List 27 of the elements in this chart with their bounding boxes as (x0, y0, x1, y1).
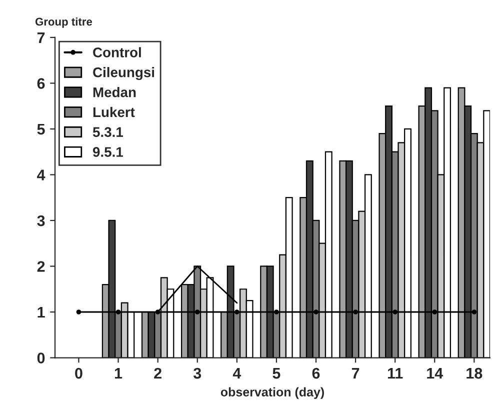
y-axis-title: Group titre (35, 17, 92, 28)
x-tick-label: 7 (352, 368, 360, 379)
legend-label: 9.5.1 (92, 147, 124, 157)
y-tick-label: 6 (37, 78, 45, 89)
x-tick-label: 14 (427, 368, 444, 379)
y-tick-label: 1 (38, 307, 45, 318)
x-tick-label: 1 (114, 368, 122, 379)
x-tick-label: 5 (272, 368, 280, 379)
y-tick-label: 5 (37, 124, 45, 135)
x-tick-label: 2 (154, 368, 162, 379)
legend-label: Lukert (93, 106, 135, 118)
y-tick-label: 3 (37, 215, 45, 226)
y-tick-label: 4 (37, 170, 46, 180)
x-tick-label: 3 (193, 368, 202, 379)
x-tick-label: 0 (75, 368, 82, 379)
legend-label: Cileungsi (93, 67, 154, 80)
y-tick-label: 7 (37, 32, 45, 43)
x-tick-label: 6 (312, 368, 320, 379)
x-tick-label: 18 (466, 368, 482, 379)
y-tick-label: 2 (37, 261, 45, 272)
y-tick-label: 0 (37, 352, 45, 364)
x-tick-label: 4 (232, 368, 242, 379)
legend-label: 5.3.1 (92, 127, 124, 138)
x-axis-title: observation (day) (220, 387, 324, 399)
legend-label: Medan (93, 87, 136, 98)
legend-label: Control (93, 47, 141, 58)
x-tick-label: 11 (388, 368, 403, 379)
